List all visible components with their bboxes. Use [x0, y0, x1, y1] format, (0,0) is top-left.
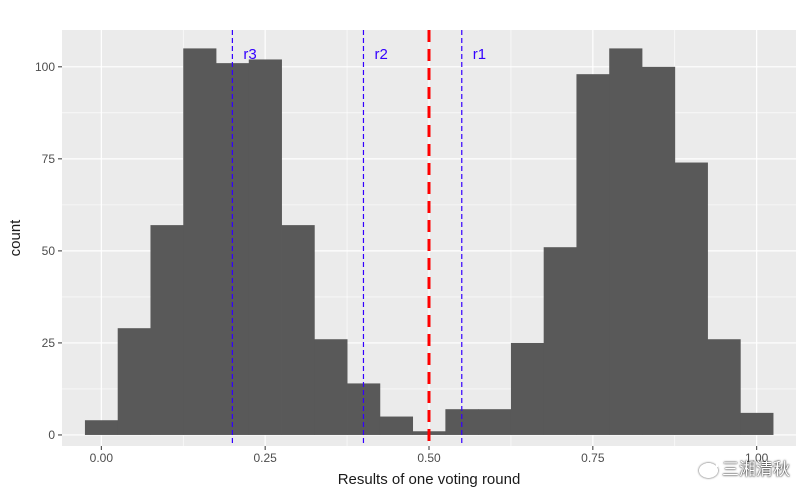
x-tick-label: 1.00: [745, 451, 769, 465]
histogram-bar: [150, 225, 184, 435]
reference-label-r3: r3: [243, 46, 256, 63]
y-tick-label: 0: [48, 428, 55, 442]
y-axis-title: count: [7, 219, 24, 257]
watermark: 三湘清秋: [698, 455, 790, 480]
histogram-bar: [117, 328, 151, 435]
x-axis-title: Results of one voting round: [338, 471, 521, 488]
histogram-bar: [379, 416, 414, 435]
x-tick-label: 0.50: [417, 451, 441, 465]
reference-label-r2: r2: [374, 46, 387, 63]
histogram-bar: [576, 74, 610, 435]
x-tick-label: 0.00: [90, 451, 114, 465]
histogram-bar: [183, 48, 217, 435]
y-axis: 0 25 50 75 100: [35, 60, 62, 442]
histogram-bar: [707, 339, 741, 435]
histogram-bar: [281, 225, 315, 435]
reference-label-r1: r1: [473, 46, 486, 63]
histogram-bar: [674, 162, 708, 435]
histogram-bar: [609, 48, 643, 435]
x-tick-label: 0.25: [253, 451, 277, 465]
histogram-bar: [740, 412, 774, 435]
x-tick-label: 0.75: [581, 451, 605, 465]
y-tick-label: 75: [42, 152, 56, 166]
histogram-bar: [478, 409, 512, 435]
histogram-bars: [84, 48, 774, 435]
watermark-text: 三湘清秋: [722, 460, 790, 480]
histogram-bar: [84, 420, 119, 435]
y-tick-label: 100: [35, 60, 55, 74]
reference-lines: r3 r2 r1: [231, 30, 486, 446]
x-axis: 0.00 0.25 0.50 0.75 1.00: [90, 446, 769, 465]
histogram-bar: [641, 66, 676, 435]
histogram-bar: [543, 247, 577, 435]
y-tick-label: 25: [42, 336, 56, 350]
y-tick-label: 50: [42, 244, 56, 258]
weibo-icon: [698, 458, 718, 478]
histogram-bar: [314, 339, 348, 435]
histogram-bar: [510, 342, 545, 435]
histogram-bar: [248, 59, 282, 435]
